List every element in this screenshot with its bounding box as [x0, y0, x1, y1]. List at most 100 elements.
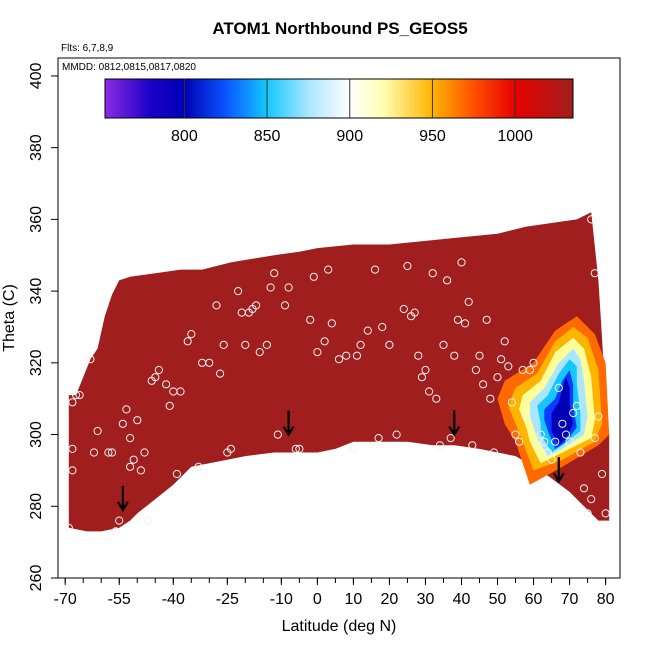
- data-point: [68, 466, 77, 475]
- data-point: [579, 484, 589, 493]
- data-point: [475, 351, 484, 360]
- data-point: [64, 523, 73, 532]
- data-point: [590, 269, 599, 278]
- data-point: [500, 337, 509, 346]
- data-point: [104, 448, 113, 457]
- data-point: [356, 340, 365, 349]
- x-tick-label: 40: [453, 591, 471, 608]
- colorbar-tick-label: 900: [336, 128, 363, 145]
- x-tick-label: 30: [417, 591, 435, 608]
- data-point: [115, 516, 124, 525]
- x-tick-label: 60: [525, 591, 543, 608]
- data-point: [111, 527, 120, 536]
- data-point: [270, 269, 279, 278]
- field-domain: [68, 212, 610, 532]
- data-point: [327, 319, 336, 328]
- data-point: [262, 340, 271, 349]
- data-point: [136, 466, 145, 475]
- data-point: [439, 340, 448, 349]
- data-point: [352, 351, 362, 360]
- data-point: [176, 387, 185, 396]
- data-point: [572, 401, 581, 410]
- data-point: [122, 405, 131, 414]
- data-point: [334, 355, 344, 364]
- data-point: [497, 355, 506, 364]
- data-point: [219, 340, 228, 349]
- y-axis-title: Theta (C): [1, 284, 18, 352]
- data-point: [374, 434, 383, 443]
- data-point: [324, 265, 333, 274]
- data-point: [126, 434, 135, 443]
- data-point: [554, 383, 563, 392]
- y-tick-label: 360: [28, 206, 45, 233]
- data-point: [363, 326, 372, 335]
- data-point: [399, 304, 408, 314]
- data-point: [493, 373, 502, 382]
- data-point: [68, 444, 77, 453]
- data-point: [284, 283, 293, 292]
- data-point: [489, 448, 498, 457]
- data-point: [482, 315, 491, 324]
- dates-annotation: MMDD: 0812,0815,0817,0820: [62, 62, 196, 73]
- data-point: [432, 394, 441, 403]
- data-point: [428, 269, 437, 278]
- data-point: [280, 301, 290, 310]
- y-axis: 260 280 300 320 340 360 380 400: [28, 62, 58, 591]
- data-point: [410, 308, 419, 317]
- data-point: [543, 448, 553, 457]
- x-tick-label: -40: [162, 591, 185, 608]
- y-tick-label: 340: [28, 278, 45, 305]
- data-point: [457, 258, 466, 267]
- data-points: [64, 215, 610, 536]
- x-axis-title: Latitude (deg N): [282, 618, 397, 635]
- x-tick-label: -25: [216, 591, 239, 608]
- data-point: [507, 398, 516, 407]
- data-point: [446, 434, 455, 443]
- y-tick-label: 380: [28, 134, 45, 161]
- data-point: [450, 351, 459, 360]
- data-point: [435, 441, 444, 450]
- x-tick-label: -70: [54, 591, 77, 608]
- data-point: [403, 261, 412, 271]
- data-point: [306, 315, 315, 324]
- data-point: [425, 387, 434, 396]
- data-point: [536, 430, 545, 439]
- x-tick-label: -10: [270, 591, 293, 608]
- data-point: [464, 297, 473, 306]
- data-point: [551, 437, 560, 446]
- data-point: [234, 287, 243, 296]
- data-point: [597, 469, 607, 479]
- data-point: [378, 322, 387, 332]
- arrow-markers: [116, 410, 565, 512]
- data-point: [71, 391, 81, 400]
- y-tick-label: 280: [28, 493, 45, 520]
- data-point: [540, 437, 549, 446]
- data-point: [468, 441, 477, 450]
- arrow-marker: [552, 457, 565, 484]
- colorbar-tick-label: 850: [254, 128, 281, 145]
- data-point: [565, 437, 574, 446]
- data-point: [255, 348, 264, 357]
- data-point: [515, 437, 524, 446]
- data-point: [313, 348, 322, 357]
- data-point: [212, 301, 221, 310]
- data-point: [154, 365, 163, 375]
- data-point: [205, 358, 214, 367]
- data-point: [165, 401, 174, 410]
- data-point: [241, 340, 250, 349]
- x-tick-label: 70: [561, 591, 579, 608]
- y-tick-label: 260: [28, 565, 45, 592]
- anomaly-zone-6: [551, 377, 574, 446]
- data-point: [309, 272, 318, 281]
- data-point: [320, 337, 329, 346]
- data-point: [370, 265, 380, 274]
- data-point: [392, 430, 401, 439]
- colorbar-tick-label: 1000: [497, 128, 533, 145]
- data-point: [601, 509, 610, 518]
- data-point: [107, 448, 117, 457]
- data-point: [417, 373, 426, 382]
- data-point: [587, 495, 596, 504]
- data-point: [86, 355, 95, 364]
- colorbar-gradient: [104, 78, 574, 119]
